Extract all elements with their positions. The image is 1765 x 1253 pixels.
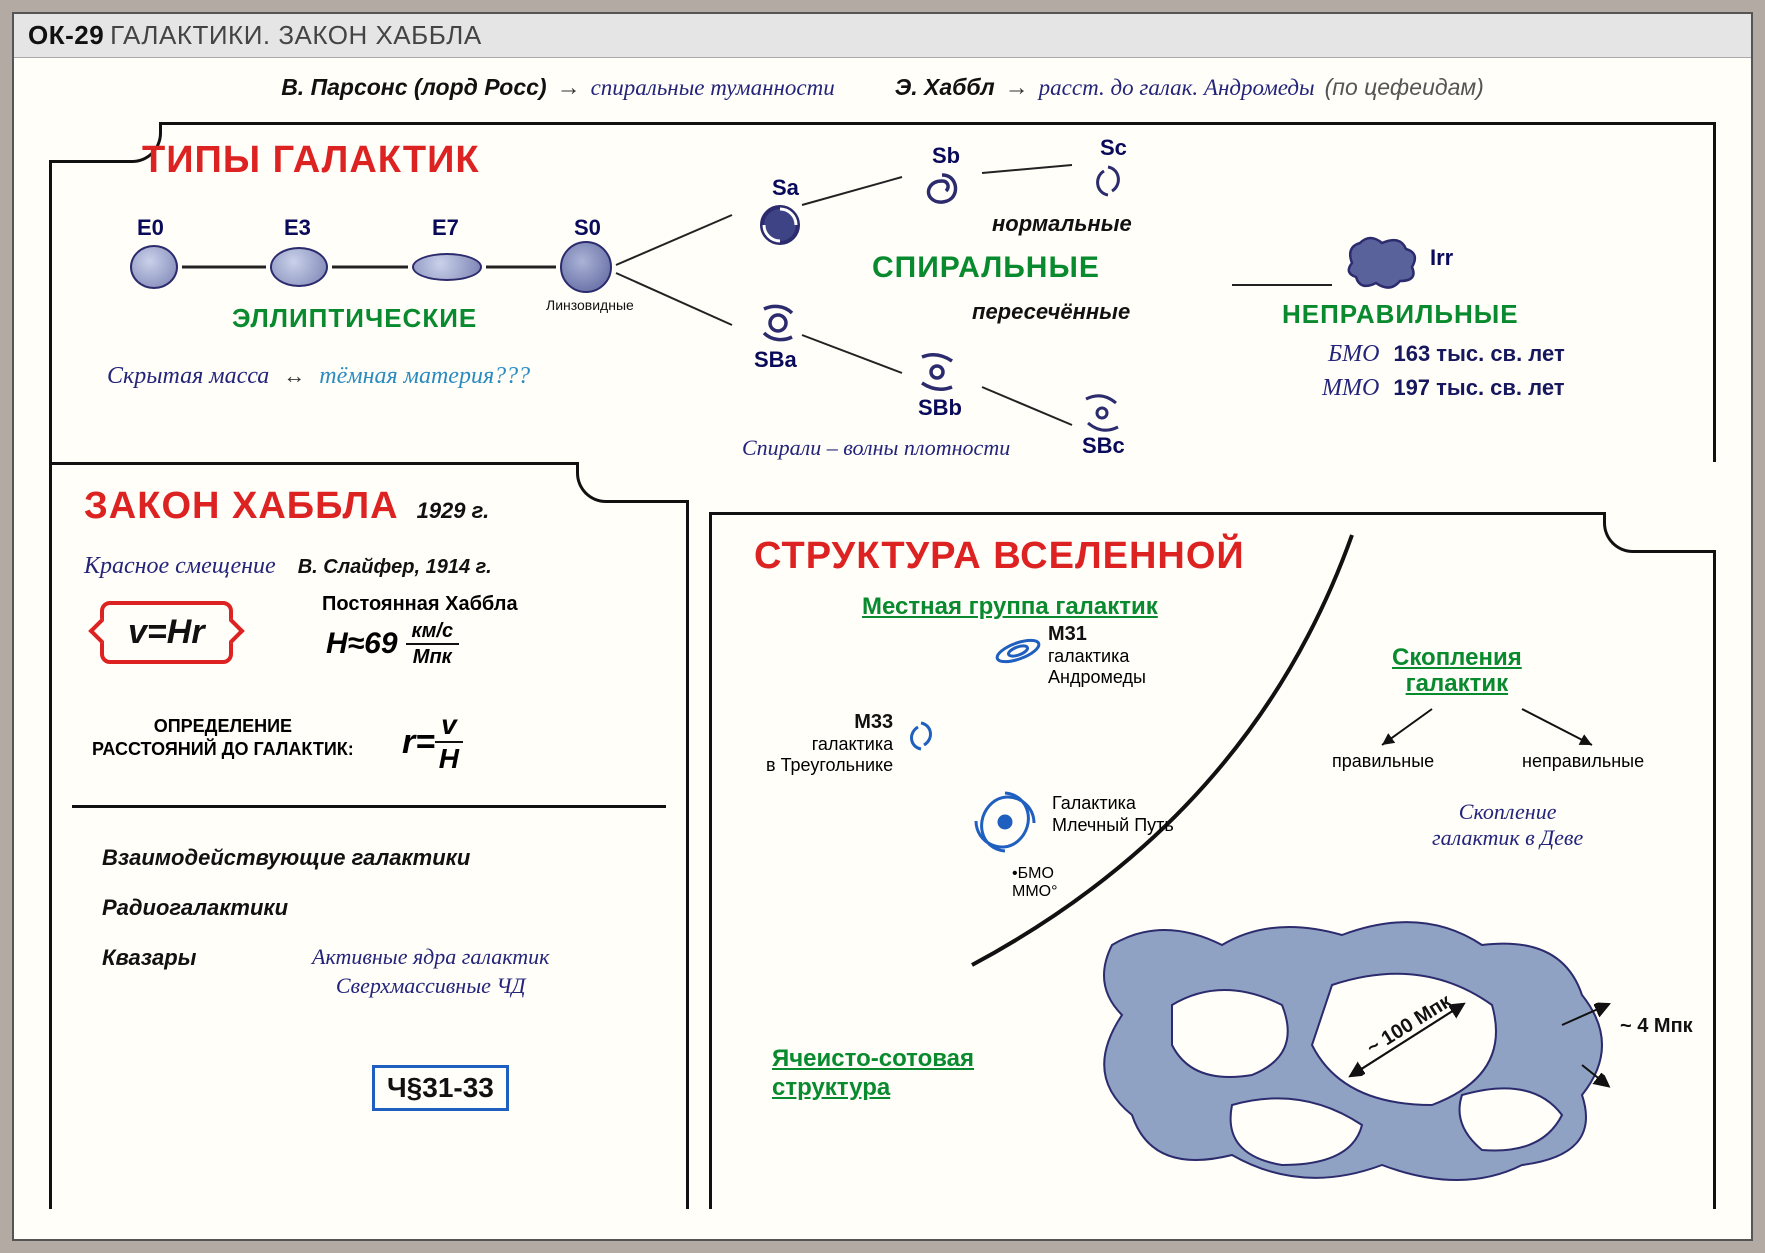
- double-arrow-icon: ↔: [283, 363, 305, 389]
- clusters-irregular: неправильные: [1522, 751, 1644, 772]
- arrow-icon: →: [557, 74, 581, 102]
- spiral-heading: СПИРАЛЬНЫЕ: [872, 251, 1100, 285]
- panel-hubble-law: ЗАКОН ХАББЛА 1929 г. Красное смещение В.…: [49, 462, 689, 1209]
- reference-box: Ч§31-33: [372, 1065, 509, 1111]
- m33-icon: [904, 719, 938, 758]
- label-sb: Sb: [932, 143, 960, 169]
- spiral-sc-icon: [1088, 161, 1128, 206]
- label-sc: Sc: [1100, 135, 1127, 161]
- distance-label-2: РАССТОЯНИЙ ДО ГАЛАКТИК:: [92, 738, 354, 761]
- normal-label: нормальные: [992, 211, 1132, 237]
- hubble-note: расст. до галак. Андромеды: [1039, 75, 1315, 101]
- irregular-heading: НЕПРАВИЛЬНЫЕ: [1282, 299, 1519, 330]
- bmo-value: 163 тыс. св. лет: [1393, 341, 1564, 368]
- cell-title-2: структура: [772, 1074, 974, 1103]
- m31-code: М31: [1048, 623, 1146, 646]
- r-eq-den: H: [439, 743, 459, 773]
- panel-galaxy-types: ТИПЫ ГАЛАКТИК E0 E3 E7 S0 ЭЛЛИПТИЧЕСКИЕ …: [49, 122, 1716, 462]
- list-quasar: Квазары: [102, 945, 196, 971]
- label-sa: Sa: [772, 175, 799, 201]
- spirals-note: Спирали – волны плотности: [742, 435, 1010, 461]
- hubble-name: Э. Хаббл: [895, 74, 995, 101]
- virgo-line2: галактик в Деве: [1432, 825, 1583, 851]
- subheader: В. Парсонс (лорд Росс) → спиральные тума…: [14, 74, 1751, 110]
- dark-matter: тёмная материя???: [319, 363, 530, 390]
- spiral-sa-icon: [756, 201, 804, 254]
- spiral-sbc-icon: [1082, 393, 1122, 438]
- redshift-label: Красное смещение: [84, 553, 276, 580]
- active-nuclei: Активные ядра галактик: [312, 943, 549, 972]
- bmo-label: БМО: [1328, 341, 1379, 368]
- virgo-line1: Скопление: [1432, 799, 1583, 825]
- slipher-label: В. Слайфер, 1914 г.: [298, 556, 492, 579]
- mmo-label: ММО: [1322, 375, 1379, 402]
- parsons-name: В. Парсонс (лорд Росс): [281, 74, 546, 101]
- m33-line2: в Треугольнике: [766, 755, 893, 776]
- m33-line1: галактика: [766, 734, 893, 755]
- r-eq-lhs: r=: [402, 723, 435, 762]
- elliptical-heading: ЭЛЛИПТИЧЕСКИЕ: [232, 303, 477, 334]
- clusters-regular: правильные: [1332, 751, 1434, 772]
- arrow-icon: →: [1005, 74, 1029, 102]
- hubble-year: 1929 г.: [417, 498, 490, 524]
- scale-4mpc: ~ 4 Мпк: [1620, 1015, 1693, 1038]
- barred-label: пересечённые: [972, 299, 1130, 325]
- distance-label-1: ОПРЕДЕЛЕНИЕ: [92, 715, 354, 738]
- m31-line1: галактика: [1048, 646, 1146, 667]
- cell-structure-shape: ~ 100 Мпк: [1062, 895, 1622, 1210]
- m33-code: М33: [766, 711, 893, 734]
- header-code: ОК-29: [28, 20, 104, 51]
- smbh: Сверхмассивные ЧД: [312, 972, 549, 1001]
- mmo-small: ММО°: [1012, 883, 1058, 901]
- spiral-sbb-icon: [916, 351, 958, 398]
- list-radio: Радиогалактики: [102, 895, 288, 921]
- r-eq-num: v: [435, 711, 463, 743]
- h-equals: H≈69: [326, 627, 398, 661]
- svg-text:~ 100 Мпк: ~ 100 Мпк: [1363, 990, 1456, 1059]
- milky-way-icon: [968, 785, 1042, 864]
- m31-icon: [992, 629, 1044, 678]
- label-sbb: SBb: [918, 395, 962, 421]
- list-interacting: Взаимодействующие галактики: [102, 845, 470, 871]
- h-unit-den: Мпк: [413, 645, 452, 667]
- m31-line2: Андромеды: [1048, 667, 1146, 688]
- hubble-title: ЗАКОН ХАББЛА: [84, 485, 399, 528]
- mw-line1: Галактика: [1052, 793, 1174, 815]
- clusters-title-2: галактик: [1392, 671, 1522, 697]
- label-irr: Irr: [1430, 245, 1453, 271]
- bmo-small: •БМО: [1012, 865, 1058, 883]
- mw-line2: Млечный Путь: [1052, 815, 1174, 837]
- hubble-const-label: Постоянная Хаббла: [322, 593, 518, 616]
- irregular-shape: [1342, 233, 1422, 298]
- header-title: ГАЛАКТИКИ. ЗАКОН ХАББЛА: [110, 20, 482, 51]
- cell-title-1: Ячеисто-сотовая: [772, 1045, 974, 1074]
- label-sba: SBa: [754, 347, 797, 373]
- parsons-note: спиральные туманности: [591, 75, 835, 101]
- label-sbc: SBc: [1082, 433, 1125, 459]
- spiral-sba-icon: [756, 301, 800, 350]
- hubble-paren: (по цефеидам): [1325, 74, 1484, 101]
- spiral-sb-icon: [920, 169, 964, 218]
- hidden-mass: Скрытая масса: [107, 363, 269, 390]
- header-bar: ОК-29 ГАЛАКТИКИ. ЗАКОН ХАББЛА: [14, 14, 1751, 58]
- h-unit-num: км/с: [406, 621, 460, 645]
- mmo-value: 197 тыс. св. лет: [1393, 375, 1564, 402]
- clusters-title-1: Скопления: [1392, 645, 1522, 671]
- hubble-divider: [72, 805, 666, 808]
- hubble-formula: v=Hr: [100, 601, 233, 664]
- panel-universe-structure: СТРУКТУРА ВСЕЛЕННОЙ Местная группа галак…: [709, 512, 1716, 1209]
